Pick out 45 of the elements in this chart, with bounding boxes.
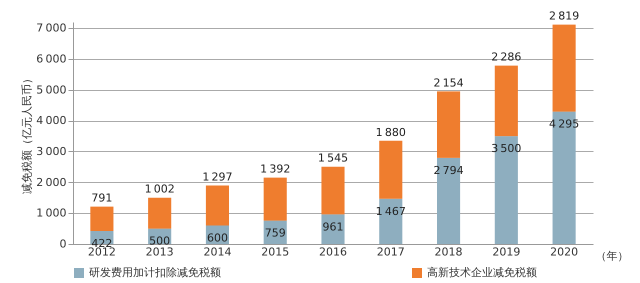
x-tick-label: 2018 [434,246,463,258]
x-tick-label: 2014 [203,246,232,258]
bar [437,91,460,158]
data-label: 961 [322,220,344,234]
x-tick-label: 2015 [261,246,290,258]
bar [148,198,172,229]
data-label: 3 500 [491,142,522,156]
bar [264,178,287,221]
legend-label: 高新技术企业减免税额 [427,266,537,279]
x-axis-title: （年） [596,250,628,262]
x-tick-label: 2019 [492,246,520,258]
y-tick-label: 0 [60,238,66,250]
x-tick-label: 2013 [146,246,174,258]
data-label: 1 002 [144,182,175,196]
data-label: 2 819 [549,10,580,23]
legend-label: 研发费用加计扣除减免税额 [89,266,221,279]
data-label: 1 392 [260,162,290,176]
data-label: 1 880 [376,126,406,139]
bar [494,66,518,136]
y-tick-label: 2 000 [36,176,66,189]
data-label: 2 154 [433,76,464,90]
y-tick-label: 4 000 [36,114,66,128]
y-tick-label: 3 000 [36,145,66,158]
x-tick-label: 2020 [550,246,578,258]
data-label: 1 545 [318,152,348,165]
y-tick-label: 7 000 [36,22,66,35]
data-label: 1 297 [202,170,233,184]
x-tick-label: 2016 [319,246,347,258]
y-axis-title: 减免税额（亿元人民币） [20,73,34,194]
bar [552,24,576,112]
bar [206,186,229,226]
data-label: 1 467 [376,204,406,218]
x-tick-label: 2012 [88,246,116,258]
y-tick-label: 5 000 [36,83,66,96]
data-label: 600 [206,232,228,244]
x-tick-label: 2017 [376,246,405,258]
y-tick-label: 1 000 [36,206,66,220]
bar [90,206,114,231]
data-label: 759 [264,226,286,240]
data-label: 500 [149,234,170,248]
bar [321,166,345,214]
data-label: 2 286 [491,50,522,64]
bar [379,140,402,199]
y-tick-label: 6 000 [36,52,66,66]
data-label: 791 [91,192,112,205]
